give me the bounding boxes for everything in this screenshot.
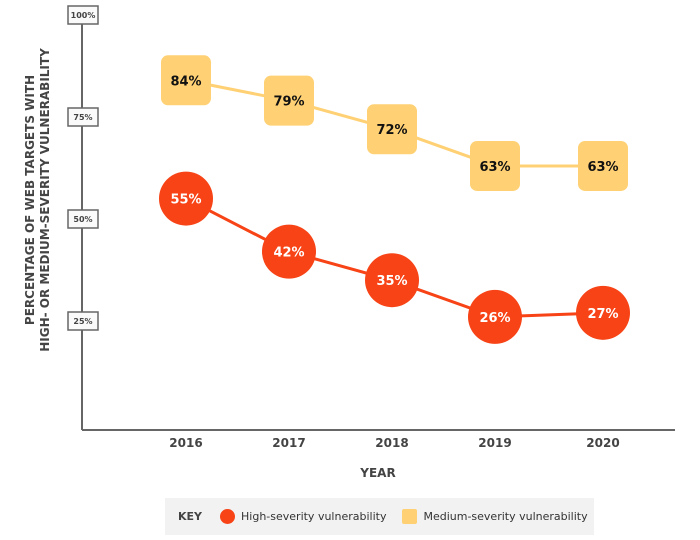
y-axis-label: HIGH- OR MEDIUM-SEVERITY VULNERABILITY bbox=[38, 48, 52, 352]
data-point bbox=[161, 55, 211, 106]
legend-high-label: High-severity vulnerability bbox=[241, 510, 387, 523]
y-tick-box bbox=[67, 209, 99, 229]
data-point bbox=[264, 75, 314, 126]
data-label: 42% bbox=[273, 246, 304, 261]
x-tick-label: 2018 bbox=[375, 436, 408, 450]
data-point bbox=[470, 140, 520, 191]
y-tick-box bbox=[67, 107, 99, 127]
y-tick-label: 75% bbox=[73, 113, 92, 122]
data-point bbox=[578, 140, 628, 191]
x-tick-label: 2017 bbox=[272, 436, 305, 450]
y-tick-box bbox=[67, 311, 99, 331]
data-point bbox=[468, 289, 522, 344]
data-label: 26% bbox=[479, 311, 510, 326]
data-point bbox=[159, 171, 213, 226]
data-label: 63% bbox=[587, 160, 618, 175]
y-tick-box bbox=[67, 5, 99, 25]
data-label: 79% bbox=[273, 95, 304, 110]
data-label: 63% bbox=[479, 160, 510, 175]
legend-high-swatch bbox=[220, 509, 236, 524]
legend-title: KEY bbox=[178, 510, 203, 523]
legend: KEY High-severity vulnerability Medium-s… bbox=[165, 498, 594, 535]
y-tick-label: 50% bbox=[73, 215, 92, 224]
data-point bbox=[262, 224, 316, 279]
x-tick-label: 2016 bbox=[169, 436, 202, 450]
data-point bbox=[367, 104, 417, 155]
y-axis-label: PERCENTAGE OF WEB TARGETS WITH bbox=[23, 75, 37, 325]
data-label: 72% bbox=[376, 123, 407, 138]
legend-medium-label: Medium-severity vulnerability bbox=[423, 510, 588, 523]
y-tick-label: 100% bbox=[71, 11, 96, 20]
data-label: 35% bbox=[376, 274, 407, 289]
y-tick-label: 25% bbox=[73, 317, 92, 326]
x-tick-label: 2019 bbox=[478, 436, 511, 450]
x-axis-label: YEAR bbox=[359, 466, 395, 480]
data-label: 27% bbox=[587, 307, 618, 322]
data-label: 84% bbox=[170, 74, 201, 89]
data-point bbox=[576, 285, 630, 340]
data-point bbox=[365, 253, 419, 308]
data-label: 55% bbox=[170, 193, 201, 208]
legend-medium-swatch bbox=[402, 509, 418, 524]
x-tick-label: 2020 bbox=[586, 436, 619, 450]
